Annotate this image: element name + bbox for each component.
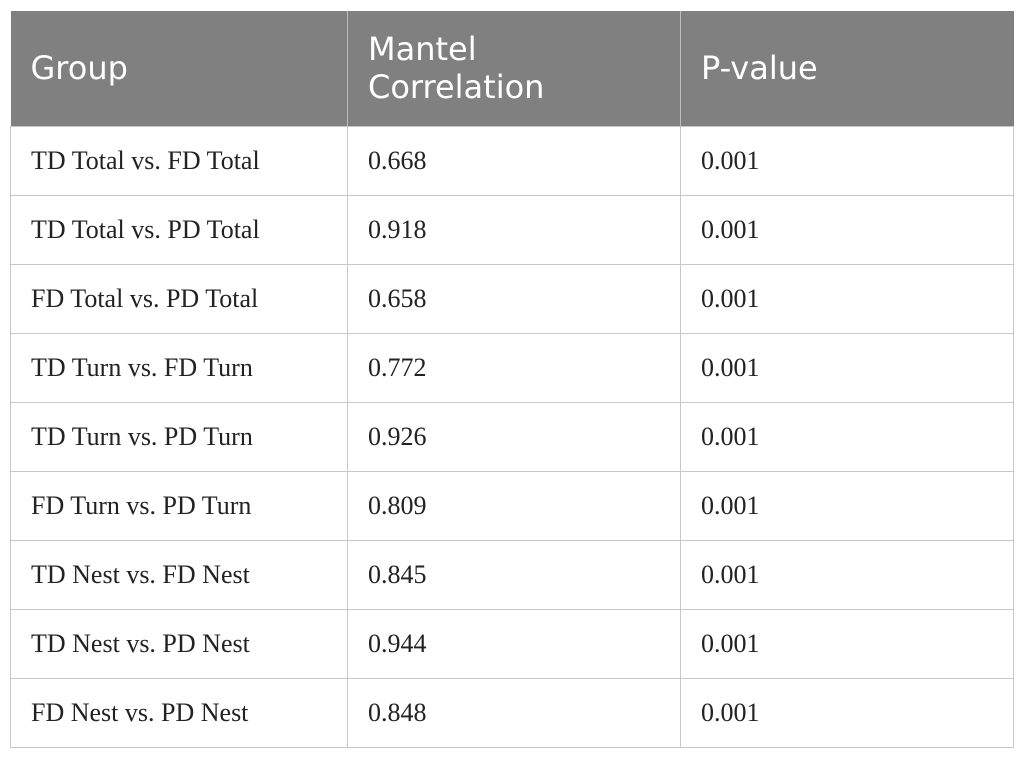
cell-p-value: 0.001 (680, 263, 1014, 334)
cell-p-value: 0.001 (680, 608, 1014, 679)
cell-mantel-correlation: 0.848 (347, 677, 681, 748)
cell-mantel-correlation: 0.944 (347, 608, 681, 679)
cell-p-value: 0.001 (680, 401, 1014, 472)
table-row: TD Turn vs. FD Turn 0.772 0.001 (10, 332, 1014, 403)
cell-p-value: 0.001 (680, 677, 1014, 748)
cell-mantel-correlation: 0.918 (347, 194, 681, 265)
cell-p-value: 0.001 (680, 470, 1014, 541)
cell-p-value: 0.001 (680, 125, 1014, 196)
cell-p-value: 0.001 (680, 194, 1014, 265)
cell-group: FD Total vs. PD Total (10, 263, 348, 334)
table-body: TD Total vs. FD Total 0.668 0.001 TD Tot… (10, 125, 1014, 748)
cell-group: TD Turn vs. FD Turn (10, 332, 348, 403)
table-row: FD Total vs. PD Total 0.658 0.001 (10, 263, 1014, 334)
cell-mantel-correlation: 0.658 (347, 263, 681, 334)
cell-group: FD Turn vs. PD Turn (10, 470, 348, 541)
header-group: Group (10, 11, 348, 126)
cell-group: TD Nest vs. FD Nest (10, 539, 348, 610)
table-row: TD Nest vs. FD Nest 0.845 0.001 (10, 539, 1014, 610)
table-header: Group Mantel Correlation P-value (10, 11, 1014, 126)
cell-mantel-correlation: 0.809 (347, 470, 681, 541)
mantel-table-container: Group Mantel Correlation P-value TD Tota… (10, 11, 1014, 748)
table-row: TD Nest vs. PD Nest 0.944 0.001 (10, 608, 1014, 679)
header-mantel-correlation-text: Mantel Correlation (368, 30, 545, 107)
cell-p-value: 0.001 (680, 332, 1014, 403)
table-row: TD Total vs. FD Total 0.668 0.001 (10, 125, 1014, 196)
cell-group: FD Nest vs. PD Nest (10, 677, 348, 748)
table-row: FD Nest vs. PD Nest 0.848 0.001 (10, 677, 1014, 748)
cell-p-value: 0.001 (680, 539, 1014, 610)
table-row: TD Total vs. PD Total 0.918 0.001 (10, 194, 1014, 265)
cell-group: TD Turn vs. PD Turn (10, 401, 348, 472)
table-row: TD Turn vs. PD Turn 0.926 0.001 (10, 401, 1014, 472)
header-mantel-correlation: Mantel Correlation (347, 11, 681, 126)
cell-group: TD Total vs. FD Total (10, 125, 348, 196)
cell-group: TD Total vs. PD Total (10, 194, 348, 265)
cell-mantel-correlation: 0.845 (347, 539, 681, 610)
table-row: FD Turn vs. PD Turn 0.809 0.001 (10, 470, 1014, 541)
cell-group: TD Nest vs. PD Nest (10, 608, 348, 679)
cell-mantel-correlation: 0.926 (347, 401, 681, 472)
mantel-correlation-table: Group Mantel Correlation P-value TD Tota… (10, 11, 1014, 748)
header-row: Group Mantel Correlation P-value (10, 11, 1014, 126)
cell-mantel-correlation: 0.772 (347, 332, 681, 403)
cell-mantel-correlation: 0.668 (347, 125, 681, 196)
header-p-value: P-value (680, 11, 1014, 126)
